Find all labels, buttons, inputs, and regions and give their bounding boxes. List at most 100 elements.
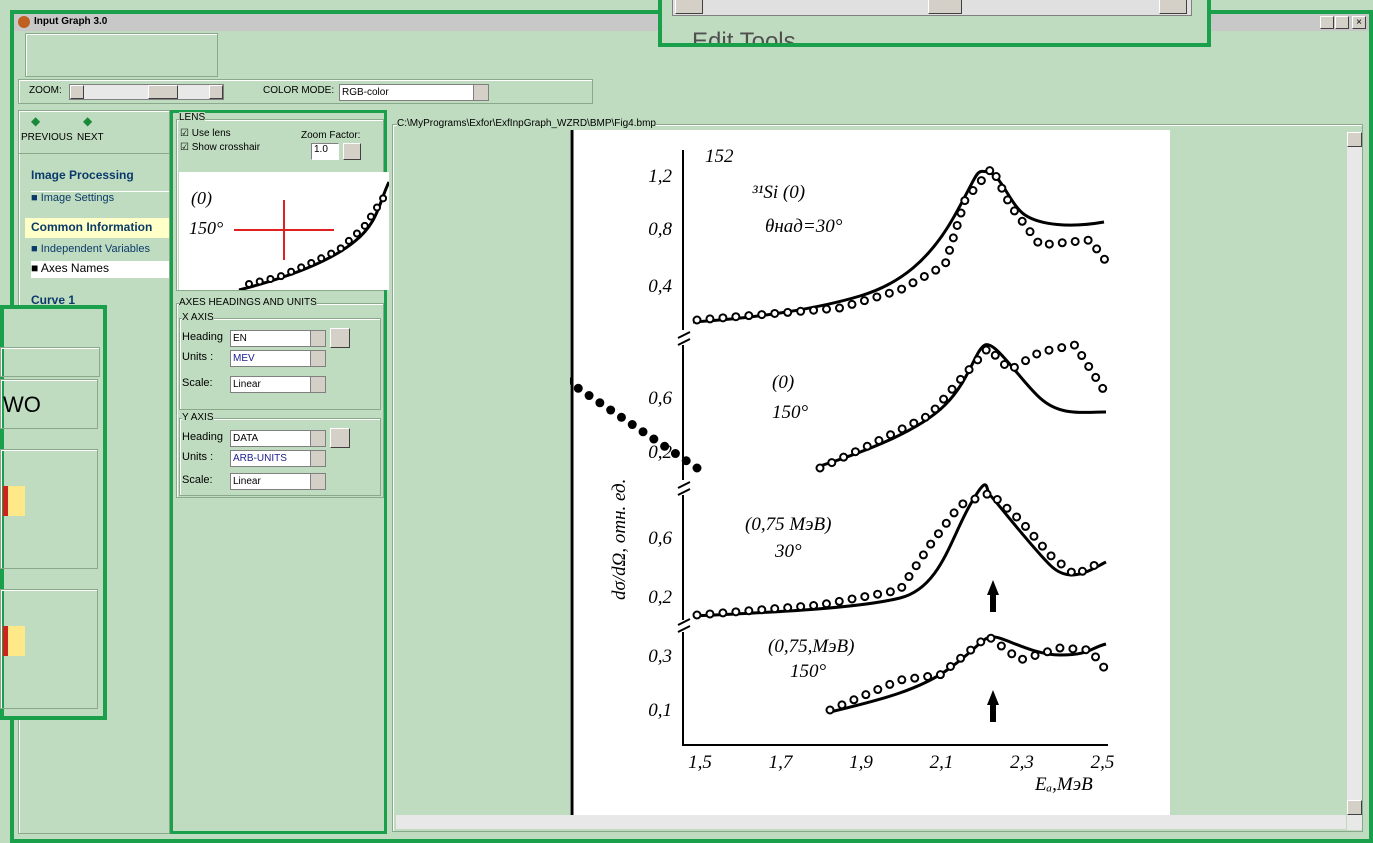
axis-label: 1,5 [688,752,712,773]
x-axis-group: X AXIS Heading EN Units : MEV Scale: Lin… [179,318,381,410]
annotation: (0,75,МэВ) [768,636,854,657]
axis-label: 1,2 [648,166,672,187]
label: Heading [182,331,223,343]
h-scrollbar[interactable] [396,815,1346,829]
overlay-box: WO [0,379,98,429]
axis-label: 0,1 [648,700,672,721]
y-title: dσ/dΩ, отн. ед. [609,479,630,600]
annotation: 150° [772,402,809,423]
value: Linear [233,476,261,487]
lens-text: (0) [191,188,212,209]
label: Scale: [182,474,213,486]
value: EN [233,333,247,344]
zoom-label: ZOOM: [29,85,62,96]
zoom-slider[interactable] [69,84,224,100]
overlay-scrollbar[interactable] [672,0,1192,16]
units-select[interactable]: MEV [230,350,326,367]
toolbar-box [25,33,218,77]
annotation: (0,75 МэВ) [745,514,831,535]
slider-thumb[interactable] [148,85,178,99]
scroll-up[interactable] [1347,132,1362,147]
nav-item-text: Axes Names [41,261,109,275]
color-mode-value: RGB-color [342,87,389,98]
annotation: 30° [774,541,802,562]
previous-button[interactable]: PREVIOUS [21,132,73,143]
label: Heading [182,431,223,443]
slider-left[interactable] [70,85,84,99]
overlay-text: WO [3,392,41,418]
divider [19,153,169,154]
y-axis-title: Y AXIS [182,412,214,423]
scroll-thumb[interactable] [928,0,962,14]
lens-title: LENS [179,112,205,123]
axis-label: 2,5 [1091,752,1115,773]
scroll-left[interactable] [675,0,703,14]
value: ARB-UNITS [233,453,287,464]
label: Units : [182,351,213,363]
y-axis-group: Y AXIS Heading DATA Units : ARB-UNITS Sc… [179,418,381,496]
use-lens-text: Use lens [192,128,231,139]
axis-label: 0,6 [648,388,672,409]
edit-button[interactable] [330,328,350,348]
nav-item-text: Image Settings [41,192,114,204]
lens-image: (0) 150° [179,172,389,290]
overlay-box [0,347,100,377]
x-title: Eₐ,МэВ [1034,774,1093,795]
nav-header-selected[interactable]: Common Information [25,218,169,238]
nav-header[interactable]: Image Processing [31,168,134,182]
edit-icon[interactable] [3,626,25,656]
maximize-button[interactable] [1335,16,1349,29]
image-path: C:\MyPrograms\Exfor\ExfInpGraph_WZRD\BMP… [397,118,656,129]
annotation: ³¹Si (0) [752,182,805,203]
edit-icon[interactable] [3,486,25,516]
crosshair-text: Show crosshair [192,142,260,153]
value: Linear [233,379,261,390]
edit-button[interactable] [330,428,350,448]
label: Scale: [182,377,213,389]
nav-item[interactable]: ■ Image Settings [31,191,169,206]
nav-item[interactable]: ■ Independent Variables [31,243,169,255]
heading-select[interactable]: EN [230,330,326,347]
scroll-right[interactable] [1159,0,1187,14]
heading-select[interactable]: DATA [230,430,326,447]
scroll-down[interactable] [1347,800,1362,815]
close-button[interactable]: × [1352,16,1366,29]
next-button[interactable]: NEXT [77,132,104,143]
axes-title: AXES HEADINGS AND UNITS [179,297,317,308]
lens-text: 150° [189,218,223,238]
overlay-text: Edit Tools [692,28,796,47]
use-lens-checkbox[interactable]: ☑ Use lens [180,128,231,139]
app-icon [18,16,30,28]
axis-label: 0,3 [648,646,672,667]
value: DATA [233,433,258,444]
axis-label: 0,2 [648,587,672,608]
scale-select[interactable]: Linear [230,473,326,490]
overlay-box [0,449,98,569]
axis-label: 0,8 [648,219,672,240]
zoom-factor-spin[interactable] [343,143,361,160]
annotation: θнад=30° [765,216,843,237]
units-select[interactable]: ARB-UNITS [230,450,326,467]
lens-group: LENS ☑ Use lens ☑ Show crosshair Zoom Fa… [176,119,384,291]
screen: {"window":{"title":"Input Graph 3.0"}, "… [0,0,1373,843]
x-axis-title: X AXIS [182,312,214,323]
zoom-factor-input[interactable]: 1.0 [311,143,339,160]
annotation: (0) [772,372,794,393]
crosshair-checkbox[interactable]: ☑ Show crosshair [180,142,260,153]
scale-select[interactable]: Linear [230,376,326,393]
axes-group: AXES HEADINGS AND UNITS X AXIS Heading E… [176,303,384,498]
minimize-button[interactable] [1320,16,1334,29]
v-scrollbar[interactable] [1347,132,1362,830]
axis-label: 1,9 [849,752,873,773]
value: MEV [233,353,255,364]
overlay-window: WO [0,305,107,720]
nav-item-text: Independent Variables [41,243,150,255]
slider-right[interactable] [209,85,223,99]
annotation: 150° [790,661,827,682]
overlay-box [0,589,98,709]
zoom-factor-label: Zoom Factor: [301,130,360,141]
color-mode-select[interactable]: RGB-color [339,84,489,101]
nav-item[interactable]: ■ Axes Names [31,261,169,278]
page-number: 152 [705,146,734,167]
